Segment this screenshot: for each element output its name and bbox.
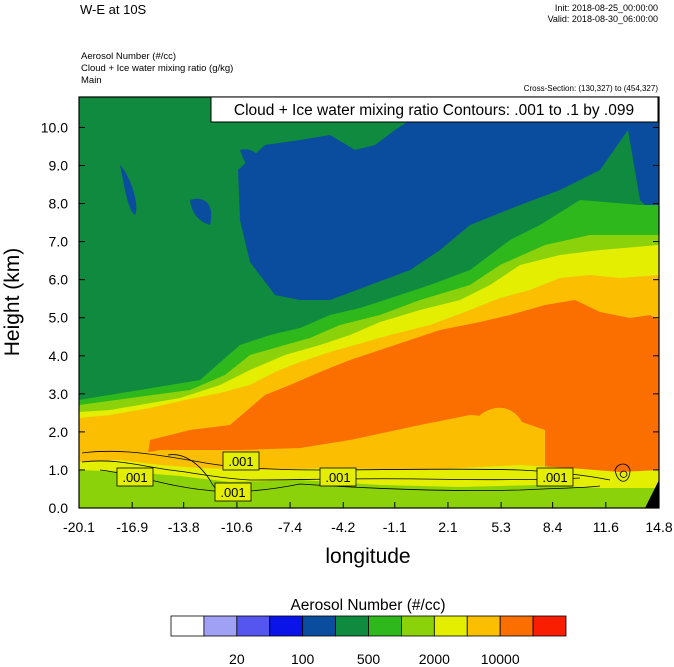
contour-label: .001 (220, 485, 245, 500)
x-tick-label: -1.1 (383, 519, 407, 535)
init-time: Init: 2018-08-25_00:00:00 (554, 3, 658, 13)
contour-label: .001 (325, 470, 350, 485)
field-label-main: Main (81, 75, 102, 86)
x-axis-label: longitude (325, 545, 410, 568)
contour-label-box (536, 467, 574, 487)
contour-annotation-box: Cloud + Ice water mixing ratio Contours:… (210, 96, 659, 123)
contour-label: .001 (122, 470, 147, 485)
contour-annotation: Cloud + Ice water mixing ratio Contours:… (234, 102, 634, 119)
contour-label-box (116, 467, 154, 487)
contour-label: .001 (228, 454, 253, 469)
aerosol-filled-contours (79, 97, 659, 508)
contour-label-box (319, 467, 357, 487)
y-tick-label: 1.0 (49, 462, 69, 478)
y-tick-label: 4.0 (49, 348, 69, 364)
x-tick-label: -7.4 (278, 519, 302, 535)
y-tick-label: 2.0 (49, 424, 69, 440)
plot-title: W-E at 10S (80, 2, 147, 17)
y-tick-label: 3.0 (49, 386, 69, 402)
x-axis: -20.1 -16.9 -13.8 -10.6 -7.4 -4.2 -1.1 2.1 5.3 8.… (63, 502, 673, 535)
contour-label-box (214, 482, 252, 502)
x-tick-label: -13.8 (168, 519, 200, 535)
valid-time: Valid: 2018-08-30_06:00:00 (547, 14, 658, 24)
x-tick-label: 5.3 (491, 519, 511, 535)
field-label-aerosol: Aerosol Number (#/cc) (81, 51, 177, 62)
y-tick-label: 0.0 (49, 500, 69, 516)
y-tick-label: 9.0 (49, 158, 69, 174)
cross-section-label: Cross-Section: (130,327) to (454,327) (523, 84, 658, 93)
y-axis-label: Height (km) (1, 248, 24, 357)
x-tick-label: -4.2 (331, 519, 355, 535)
x-tick-label: 11.6 (593, 519, 619, 535)
x-tick-label: -20.1 (63, 519, 95, 535)
y-axis: 0.0 1.0 2.0 3.0 4.0 5.0 6.0 7.0 8.0 9.0 10.0 (41, 119, 659, 516)
x-tick-label: -10.6 (221, 519, 253, 535)
cloud-ice-contours (81, 450, 631, 494)
y-tick-label: 5.0 (49, 310, 69, 326)
y-tick-label: 7.0 (49, 234, 69, 250)
x-tick-label: 14.8 (645, 519, 672, 535)
x-tick-label: 8.4 (543, 519, 563, 535)
field-label-cloud-ice: Cloud + Ice water mixing ratio (g/kg) (81, 63, 234, 74)
x-tick-label: 2.1 (438, 519, 458, 535)
y-tick-label: 6.0 (49, 272, 69, 288)
x-tick-label: -16.9 (116, 519, 148, 535)
contour-label: .001 (542, 470, 567, 485)
y-tick-label: 8.0 (49, 196, 69, 212)
y-tick-label: 10.0 (41, 119, 68, 135)
contour-label-box (222, 451, 260, 471)
